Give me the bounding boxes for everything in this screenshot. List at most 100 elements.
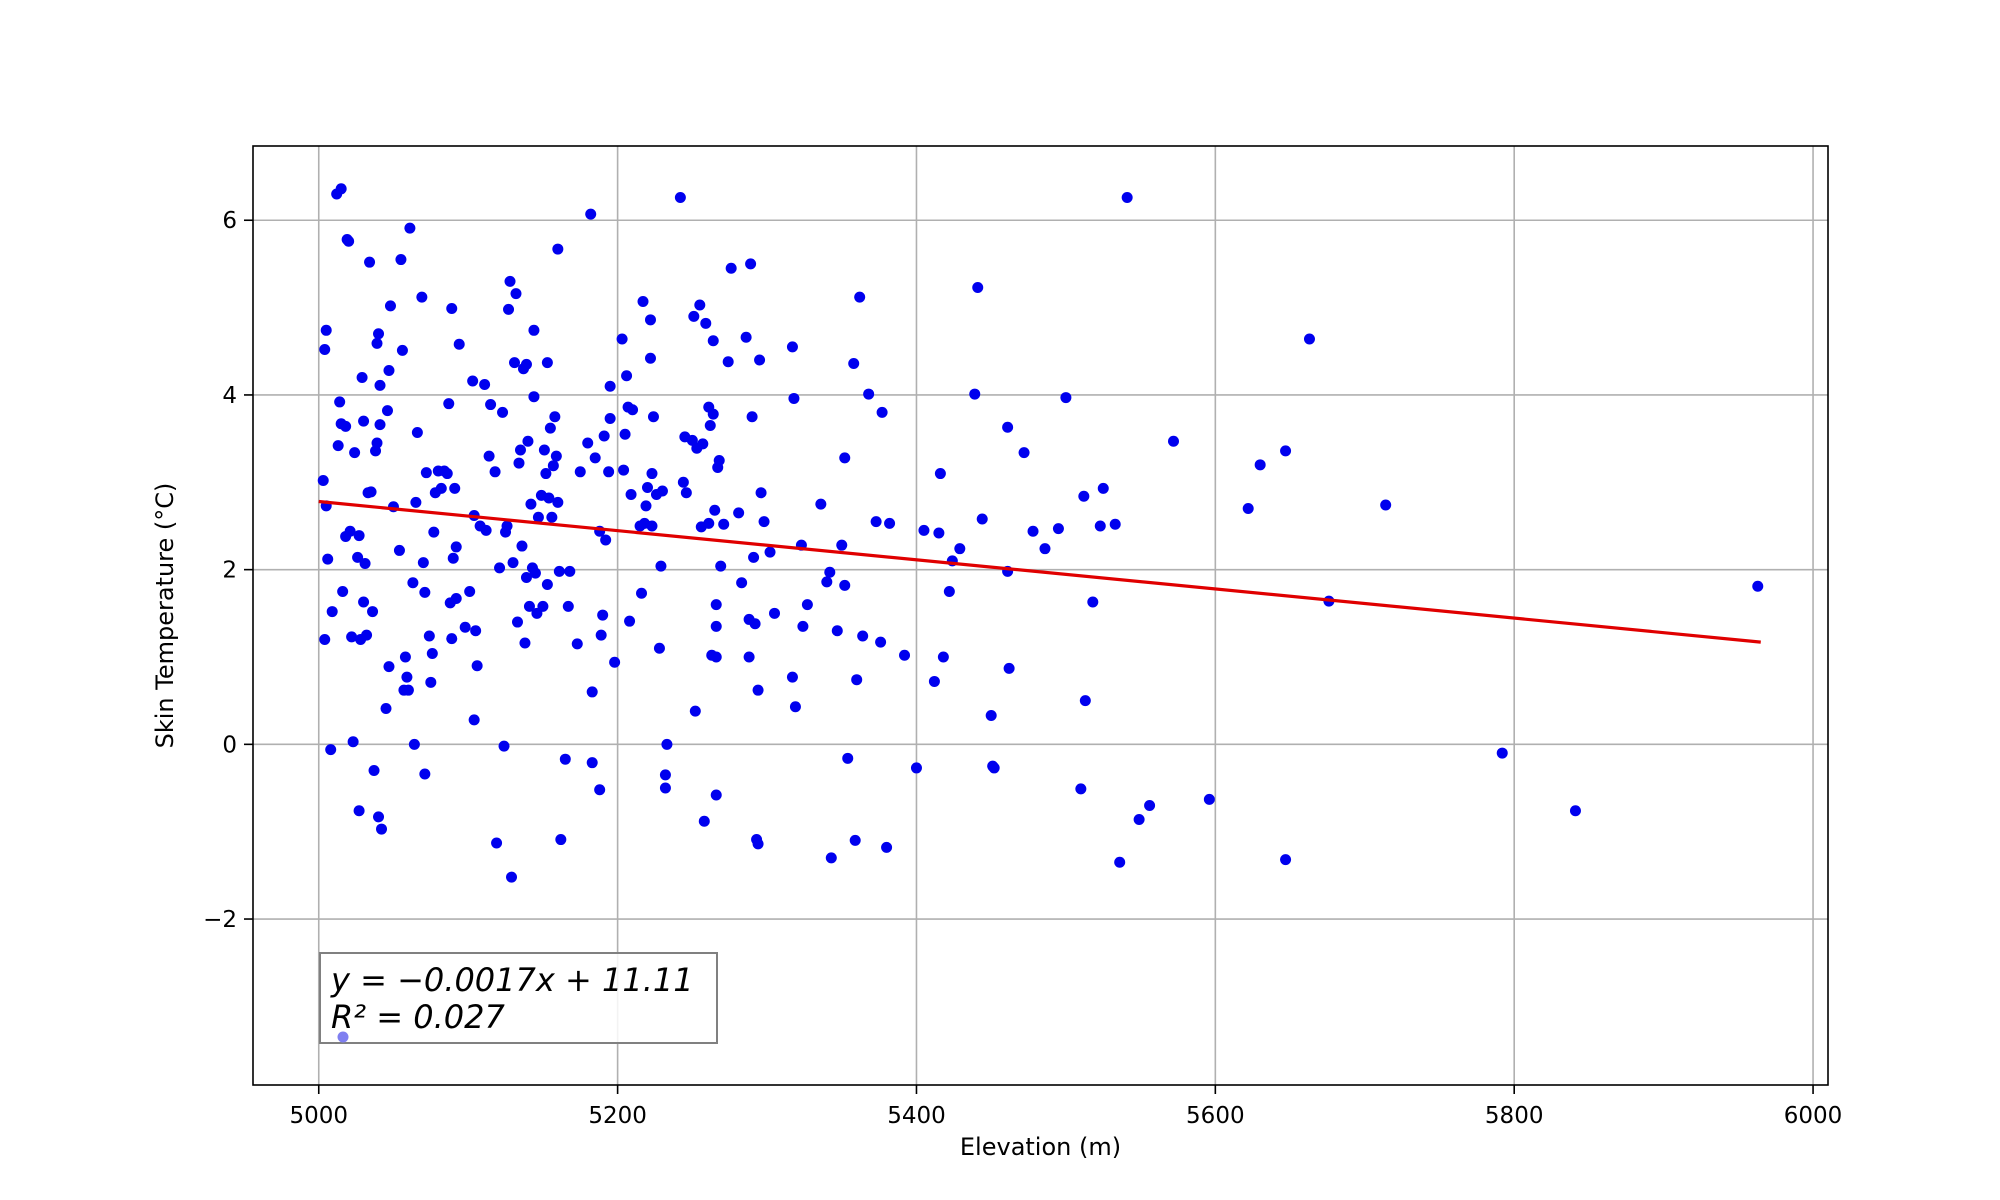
data-point <box>700 317 712 329</box>
data-point <box>443 398 455 410</box>
y-tick-label: 0 <box>222 732 237 758</box>
data-point <box>483 450 495 462</box>
data-point <box>619 428 631 440</box>
data-point <box>698 815 710 827</box>
data-point <box>411 427 423 439</box>
data-point <box>349 447 361 459</box>
data-point <box>736 577 748 589</box>
data-point <box>870 516 882 528</box>
data-point <box>399 651 411 663</box>
data-point <box>637 295 649 307</box>
data-point <box>597 609 609 621</box>
fit-annotation: y = −0.0017x + 11.11 R² = 0.027 <box>319 952 718 1044</box>
data-point <box>582 437 594 449</box>
data-point <box>1097 482 1109 494</box>
data-point <box>559 753 571 765</box>
data-point <box>468 714 480 726</box>
data-point <box>371 337 383 349</box>
data-point <box>976 513 988 525</box>
data-point <box>449 482 461 494</box>
annotation-box <box>319 952 718 1044</box>
data-point <box>786 671 798 683</box>
data-point <box>417 557 429 569</box>
data-point <box>589 452 601 464</box>
data-point <box>594 784 606 796</box>
data-point <box>752 838 764 850</box>
data-point <box>513 457 525 469</box>
data-point <box>954 543 966 555</box>
y-tick-label: 2 <box>222 558 237 584</box>
data-point <box>367 606 379 618</box>
data-point <box>1752 580 1764 592</box>
data-point <box>325 744 337 756</box>
data-point <box>419 586 431 598</box>
data-point <box>899 649 911 661</box>
data-point <box>585 208 597 220</box>
data-point <box>918 524 930 536</box>
data-point <box>407 577 419 589</box>
data-point <box>755 487 767 499</box>
x-tick-label: 5200 <box>588 1103 647 1129</box>
data-point <box>522 435 534 447</box>
data-point <box>839 452 851 464</box>
data-point <box>425 676 437 688</box>
data-point <box>335 183 347 195</box>
data-point <box>746 411 758 423</box>
data-point <box>786 341 798 353</box>
y-axis-label: Skin Temperature (°C) <box>151 483 179 749</box>
data-point <box>1027 525 1039 537</box>
data-point <box>641 482 653 494</box>
data-point <box>609 656 621 668</box>
data-points <box>317 183 1764 883</box>
y-tick-label: −2 <box>203 907 237 933</box>
data-point <box>506 871 518 883</box>
data-point <box>674 192 686 204</box>
data-point <box>1078 490 1090 502</box>
data-point <box>618 464 630 476</box>
data-point <box>848 357 860 369</box>
data-point <box>688 310 700 322</box>
data-point <box>532 511 544 523</box>
data-point <box>1280 445 1292 457</box>
data-point <box>441 468 453 480</box>
data-point <box>836 539 848 551</box>
data-point <box>640 500 652 512</box>
data-point <box>459 621 471 633</box>
data-point <box>722 356 734 368</box>
x-tick-label: 6000 <box>1784 1103 1843 1129</box>
data-point <box>754 354 766 366</box>
x-tick-label: 5400 <box>887 1103 946 1129</box>
data-point <box>1039 543 1051 555</box>
data-point <box>801 599 813 611</box>
data-point <box>943 585 955 597</box>
data-point <box>743 651 755 663</box>
data-point <box>494 562 506 574</box>
data-point <box>523 600 535 612</box>
data-point <box>697 438 709 450</box>
data-point <box>710 599 722 611</box>
data-point <box>541 357 553 369</box>
data-point <box>586 686 598 698</box>
data-point <box>1094 520 1106 532</box>
data-point <box>423 630 435 642</box>
data-point <box>514 444 526 456</box>
data-point <box>374 379 386 391</box>
data-point <box>1133 813 1145 825</box>
data-point <box>541 578 553 590</box>
data-point <box>504 275 516 287</box>
data-point <box>748 551 760 563</box>
data-point <box>881 841 893 853</box>
data-point <box>644 314 656 326</box>
data-point <box>550 450 562 462</box>
data-point <box>450 541 462 553</box>
data-point <box>564 565 576 577</box>
data-point <box>529 567 541 579</box>
data-point <box>969 388 981 400</box>
y-tick-label: 4 <box>222 383 237 409</box>
data-point <box>647 411 659 423</box>
data-point <box>479 378 491 390</box>
data-point <box>544 422 556 434</box>
data-point <box>426 647 438 659</box>
data-point <box>516 540 528 552</box>
data-point <box>520 572 532 584</box>
